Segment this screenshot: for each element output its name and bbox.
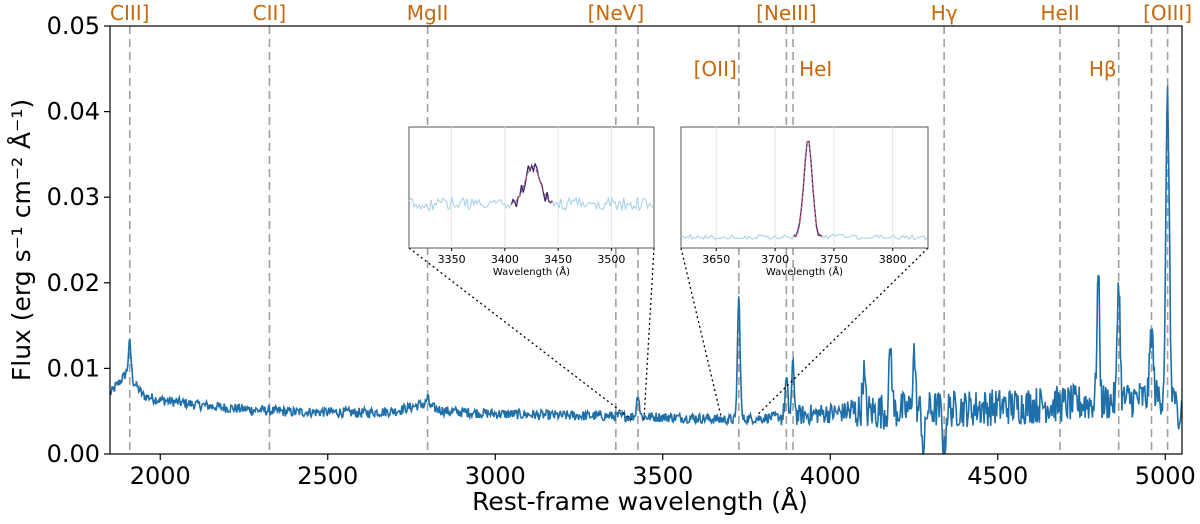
- inset-tick-label: 3350: [438, 253, 466, 266]
- y-tick-label: 0.04: [47, 98, 100, 126]
- inset-x-label: Wavelength (Å): [493, 265, 570, 278]
- inset-frame: [680, 126, 929, 249]
- zoom-connector: [408, 247, 633, 421]
- x-axis-ticks: 2000 2500 3000 3500 4000 4500 5000: [130, 454, 1196, 490]
- inset-tick-label: 3400: [491, 253, 519, 266]
- x-tick-label: 4500: [967, 462, 1028, 490]
- inset-panels: 3350 3400 3450 3500 Wavelength (Å) 3650 3700 37…: [408, 126, 929, 278]
- inset-tick-label: 3800: [879, 253, 907, 266]
- y-axis-ticks: 0.00 0.01 0.02 0.03 0.04 0.05: [47, 12, 110, 468]
- zoom-connector: [680, 247, 722, 416]
- inset-model-fit: [793, 140, 823, 238]
- y-tick-label: 0.05: [47, 12, 100, 40]
- y-tick-label: 0.00: [47, 440, 100, 468]
- emission-line-label: [OII]: [694, 57, 737, 81]
- emission-line-label: [OIII]: [1143, 1, 1192, 25]
- y-tick-label: 0.03: [47, 183, 100, 211]
- inset-tick-label: 3650: [702, 253, 730, 266]
- inset-frame: [408, 126, 655, 249]
- x-tick-label: 5000: [1135, 462, 1196, 490]
- inset-panel: 3650 3700 3750 3800 Wavelength (Å): [680, 126, 929, 278]
- emission-line-label: [NeV]: [588, 1, 645, 25]
- inset-tick-label: 3500: [597, 253, 625, 266]
- y-axis-label: Flux (erg s⁻¹ cm⁻² Å⁻¹): [7, 99, 36, 381]
- inset-tick-label: 3750: [820, 253, 848, 266]
- inset-zoom-connectors: [408, 247, 929, 421]
- x-tick-label: 2000: [130, 462, 191, 490]
- emission-line-label: [NeIII]: [756, 1, 817, 25]
- zoom-connector: [643, 247, 655, 420]
- emission-line-label: Hβ: [1089, 57, 1117, 81]
- x-tick-label: 3000: [465, 462, 526, 490]
- y-tick-label: 0.01: [47, 354, 100, 382]
- emission-line-label: MgII: [407, 1, 449, 25]
- y-tick-label: 0.02: [47, 269, 100, 297]
- emission-line-label: CII]: [253, 1, 287, 25]
- inset-tick-label: 3700: [761, 253, 789, 266]
- x-axis-label: Rest-frame wavelength (Å): [472, 487, 808, 516]
- emission-line-label: Hγ: [931, 1, 958, 25]
- plot-frame: [109, 25, 1183, 455]
- spectrum-line: [109, 85, 1183, 455]
- emission-line-label: HeI: [799, 57, 832, 81]
- inset-tick-label: 3450: [544, 253, 572, 266]
- inset-panel: 3350 3400 3450 3500 Wavelength (Å): [408, 126, 655, 278]
- x-tick-label: 4000: [800, 462, 861, 490]
- emission-line-label: CIII]: [110, 1, 149, 25]
- x-tick-label: 2500: [297, 462, 358, 490]
- inset-model-fit: [511, 165, 553, 204]
- x-tick-label: 3500: [632, 462, 693, 490]
- emission-line-label: HeII: [1040, 1, 1079, 25]
- inset-x-label: Wavelength (Å): [766, 265, 843, 278]
- emission-line-labels: CIII] CII] MgII [NeV] [OII] [NeIII] HeI Hγ HeII H…: [110, 1, 1192, 81]
- inset-fit-data: [510, 162, 553, 208]
